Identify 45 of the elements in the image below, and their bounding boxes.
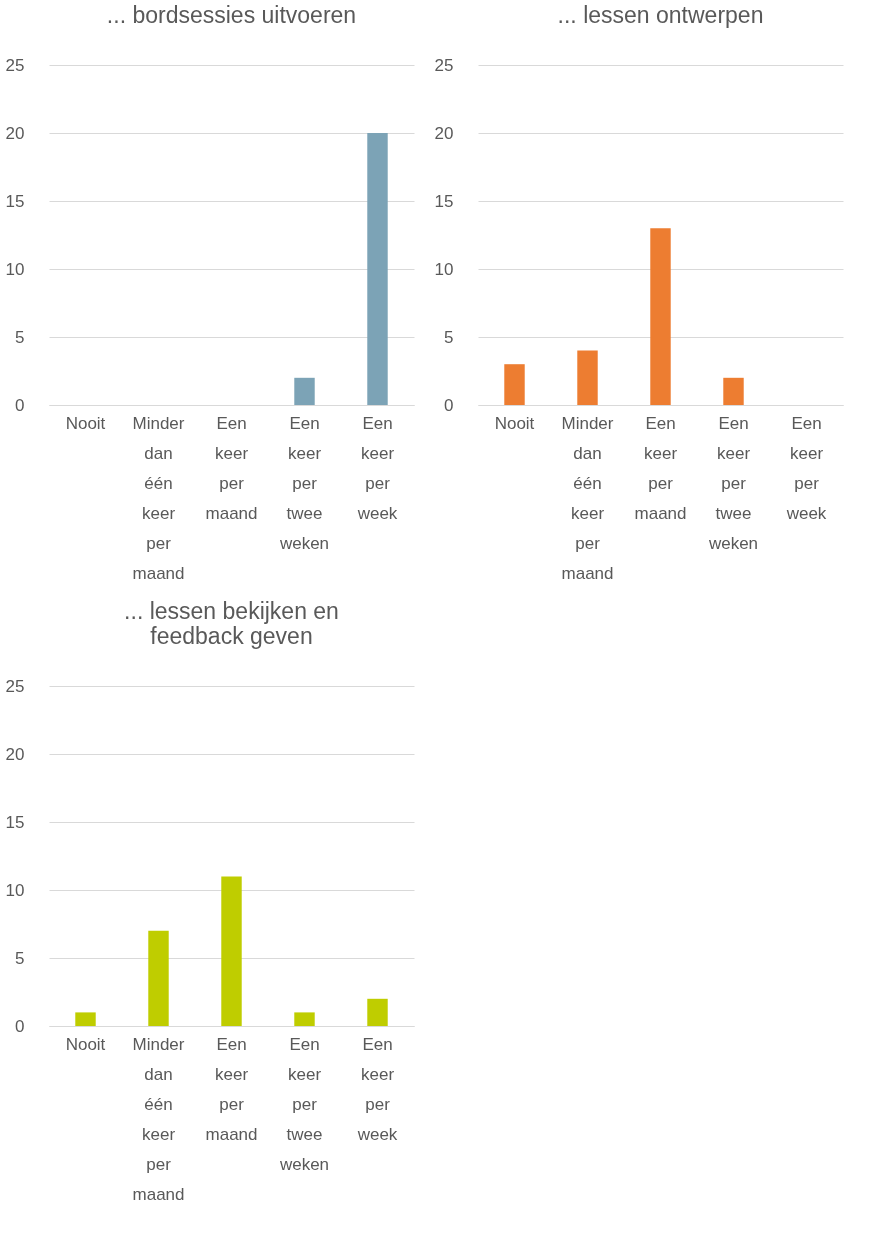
- bar: [504, 364, 525, 405]
- bar: [75, 1012, 96, 1026]
- y-tick-label: 5: [15, 948, 25, 968]
- y-tick-label: 20: [434, 123, 454, 143]
- x-tick-label: Een keer per maand: [205, 1034, 258, 1144]
- bar: [650, 228, 671, 405]
- y-tick-label: 20: [5, 744, 25, 764]
- y-tick-label: 10: [434, 259, 454, 279]
- y-tick-label: 0: [15, 1016, 25, 1036]
- x-tick-label: Een keer per maand: [205, 413, 258, 523]
- bar: [294, 1012, 315, 1026]
- bar: [577, 350, 598, 405]
- bar: [367, 998, 388, 1026]
- y-tick-label: 25: [5, 55, 25, 75]
- x-tick-label: Een keer per week: [356, 1034, 398, 1144]
- x-tick-label: Een keer per maand: [634, 413, 687, 523]
- x-tick-label: Een keer per twee weken: [278, 413, 330, 553]
- x-tick-label: Een keer per twee weken: [707, 413, 759, 553]
- x-tick-label: Minder dan één keer per maand: [132, 1034, 185, 1204]
- x-tick-label: Nooit: [65, 413, 106, 433]
- x-tick-label: Minder dan één keer per maand: [132, 413, 185, 583]
- y-tick-label: 15: [5, 812, 25, 832]
- y-tick-label: 15: [5, 191, 25, 211]
- x-tick-label: Een keer per twee weken: [278, 1034, 330, 1174]
- y-tick-label: 10: [5, 880, 25, 900]
- y-tick-label: 0: [444, 395, 454, 415]
- y-tick-label: 0: [15, 395, 25, 415]
- chart-title: ... lessen bekijken en feedback geven: [124, 598, 339, 649]
- y-tick-label: 10: [5, 259, 25, 279]
- chart-title: ... lessen ontwerpen: [557, 2, 764, 28]
- bar: [723, 377, 744, 405]
- y-tick-label: 5: [444, 327, 454, 347]
- y-tick-label: 25: [5, 676, 25, 696]
- y-tick-label: 20: [5, 123, 25, 143]
- y-tick-label: 15: [434, 191, 454, 211]
- x-tick-label: Een keer per week: [356, 413, 398, 523]
- y-tick-label: 5: [15, 327, 25, 347]
- bar: [221, 876, 242, 1026]
- x-tick-label: Nooit: [494, 413, 535, 433]
- chart-title: ... bordsessies uitvoeren: [106, 2, 357, 28]
- x-tick-label: Minder dan één keer per maand: [561, 413, 614, 583]
- bar: [148, 930, 169, 1026]
- x-tick-label: Een keer per week: [785, 413, 827, 523]
- y-tick-label: 25: [434, 55, 454, 75]
- x-tick-label: Nooit: [65, 1034, 106, 1054]
